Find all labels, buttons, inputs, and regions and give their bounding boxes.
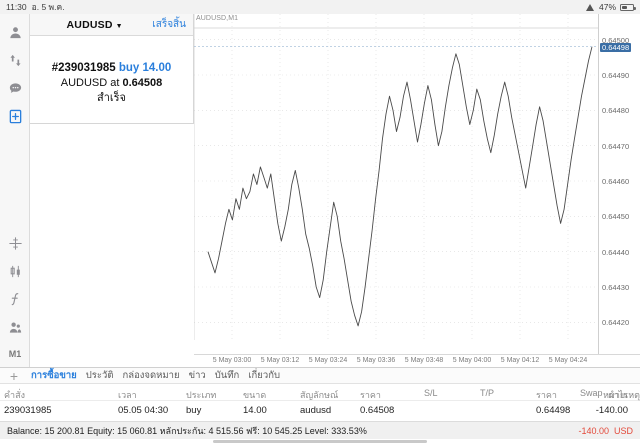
done-button[interactable]: เสร็จสิ้น bbox=[152, 19, 186, 30]
price-tick-7: 0.64430 bbox=[602, 283, 630, 292]
cell-order: 239031985 bbox=[4, 405, 52, 416]
chart-pane[interactable]: AUDUSD,M1 0.64500 0.64490 0.64480 0.64470 0.… bbox=[194, 14, 640, 367]
dialog-header: AUDUSD ▼ เสร็จสิ้น bbox=[30, 14, 193, 36]
column-header-10[interactable]: กำไร bbox=[608, 390, 628, 400]
column-header-4[interactable]: สัญลักษณ์ bbox=[300, 390, 339, 400]
date-label: อ. 5 พ.ค. bbox=[31, 2, 65, 12]
battery-percent-label: 47% bbox=[598, 2, 616, 12]
clock-label: 11:30 bbox=[6, 2, 27, 12]
cell-symbol: audusd bbox=[300, 405, 332, 416]
cell-volume: 14.00 bbox=[243, 405, 267, 416]
column-header-3[interactable]: ขนาด bbox=[243, 390, 267, 400]
left-toolbar: M1 bbox=[0, 14, 30, 367]
time-tick-2: 5 May 03:24 bbox=[308, 357, 348, 364]
dialog-symbol-at: AUDUSD at bbox=[60, 77, 120, 89]
dialog-symbol-selector[interactable]: AUDUSD ▼ bbox=[37, 19, 152, 31]
dialog-ticket: #239031985 bbox=[51, 62, 116, 74]
price-tick-1: 0.64490 bbox=[602, 71, 630, 80]
tab-bar: + การซื้อขาย ประวัติ กล่องจดหมาย ข่าว บันทึก… bbox=[0, 368, 640, 384]
column-header-0[interactable]: คำสั่ง bbox=[4, 390, 25, 400]
time-tick-3: 5 May 03:36 bbox=[356, 357, 396, 364]
column-header-9[interactable]: Swap bbox=[580, 388, 603, 398]
dialog-price: 0.64508 bbox=[122, 77, 163, 89]
objects-icon[interactable] bbox=[0, 313, 30, 341]
balance-summary: Balance: 15 200.81 Equity: 15 060.81 หลั… bbox=[7, 425, 367, 436]
table-row[interactable]: 239031985 05.05 04:30 buy 14.00 audusd 0.6450… bbox=[0, 401, 640, 418]
price-tick-2: 0.64480 bbox=[602, 106, 630, 116]
price-chart[interactable] bbox=[194, 14, 598, 354]
column-header-6[interactable]: S/L bbox=[424, 388, 438, 398]
tab-1[interactable]: ประวัติ bbox=[85, 370, 114, 381]
chart-symbol-label: AUDUSD,M1 bbox=[196, 15, 239, 22]
time-tick-5: 5 May 04:00 bbox=[452, 357, 492, 364]
tab-3[interactable]: ข่าว bbox=[188, 370, 206, 381]
dialog-body: #239031985 buy 14.00 AUDUSD at 0.64508 ส… bbox=[30, 36, 193, 124]
balance-bar: Balance: 15 200.81 Equity: 15 060.81 หลั… bbox=[0, 421, 640, 439]
add-tab-button[interactable]: + bbox=[9, 367, 19, 384]
column-header-8[interactable]: ราคา bbox=[536, 390, 557, 400]
tab-4[interactable]: บันทึก bbox=[214, 370, 240, 381]
order-result-dialog: AUDUSD ▼ เสร็จสิ้น #239031985 buy 14.00 A… bbox=[30, 14, 194, 124]
tab-2[interactable]: กล่องจดหมาย bbox=[122, 370, 180, 381]
price-tick-4: 0.64460 bbox=[602, 177, 630, 186]
account-icon[interactable] bbox=[0, 18, 30, 46]
cell-profit: -140.00 bbox=[595, 405, 628, 416]
trade-arrows-icon[interactable] bbox=[0, 46, 30, 74]
time-tick-7: 5 May 04:24 bbox=[548, 357, 588, 364]
dialog-status: สำเร็จ bbox=[96, 92, 126, 104]
crosshair-icon[interactable] bbox=[0, 229, 30, 257]
column-header-5[interactable]: ราคา bbox=[360, 390, 381, 400]
dialog-price-line: AUDUSD at 0.64508 bbox=[61, 76, 163, 90]
price-tick-3: 0.64470 bbox=[602, 141, 630, 151]
dialog-symbol-label: AUDUSD bbox=[66, 18, 113, 31]
dialog-order-line: #239031985 buy 14.00 bbox=[52, 61, 172, 75]
battery-icon bbox=[620, 3, 636, 11]
price-tick-5: 0.64450 bbox=[602, 212, 630, 222]
status-bar: 11:30 อ. 5 พ.ค. 47% bbox=[0, 0, 640, 14]
column-header-1[interactable]: เวลา bbox=[118, 390, 137, 400]
price-tick-6: 0.64440 bbox=[602, 247, 630, 257]
timeframe-button[interactable]: M1 bbox=[8, 349, 22, 359]
column-header-2[interactable]: ประเภท bbox=[186, 390, 217, 400]
time-tick-0: 5 May 03:00 bbox=[212, 357, 252, 364]
tab-0[interactable]: การซื้อขาย bbox=[31, 370, 77, 381]
dialog-volume: 14.00 bbox=[142, 62, 172, 74]
price-axis: 0.64500 0.64490 0.64480 0.64470 0.64460 0.644… bbox=[598, 14, 640, 354]
price-tick-8: 0.64420 bbox=[602, 318, 630, 328]
cell-type: buy bbox=[186, 405, 202, 416]
time-tick-4: 5 May 03:48 bbox=[404, 357, 444, 364]
cell-time: 05.05 04:30 bbox=[118, 405, 169, 416]
time-tick-6: 5 May 04:12 bbox=[500, 357, 540, 364]
new-order-icon[interactable] bbox=[0, 102, 30, 130]
table-header-row: คำสั่ง เวลา ประเภท ขนาด สัญลักษณ์ ราคา S/L T/P ร… bbox=[0, 384, 640, 401]
current-price-tick: 0.64498 bbox=[600, 42, 632, 52]
total-profit: -140.00 USD bbox=[578, 426, 633, 436]
time-tick-1: 5 May 03:12 bbox=[260, 357, 300, 364]
home-indicator bbox=[0, 439, 640, 445]
dialog-side: buy bbox=[118, 62, 140, 74]
status-bar-left: 11:30 อ. 5 พ.ค. bbox=[6, 0, 65, 14]
cell-current_price: 0.64498 bbox=[536, 405, 571, 416]
candlestick-chart-icon[interactable] bbox=[0, 257, 30, 285]
chevron-down-icon: ▼ bbox=[115, 22, 123, 30]
column-header-7[interactable]: T/P bbox=[480, 388, 495, 398]
cell-open_price: 0.64508 bbox=[360, 405, 395, 416]
chat-icon[interactable] bbox=[0, 74, 30, 102]
wifi-icon bbox=[585, 3, 595, 11]
column-header-11[interactable]: หมายเหตุ bbox=[602, 390, 640, 400]
total-profit-value: -140.00 bbox=[578, 425, 609, 436]
tab-5[interactable]: เกี่ยวกับ bbox=[248, 370, 280, 381]
price-tick-0: 0.64500 bbox=[602, 35, 630, 45]
left-toolbar-bottom-group bbox=[0, 229, 30, 341]
total-profit-currency: USD bbox=[613, 425, 633, 436]
bottom-panel: + การซื้อขาย ประวัติ กล่องจดหมาย ข่าว บันทึก… bbox=[0, 367, 640, 447]
indicators-icon[interactable] bbox=[0, 285, 30, 313]
time-axis: 5 May 03:00 5 May 03:12 5 May 03:24 5 May 0… bbox=[194, 354, 640, 367]
status-bar-right: 47% bbox=[585, 2, 636, 12]
